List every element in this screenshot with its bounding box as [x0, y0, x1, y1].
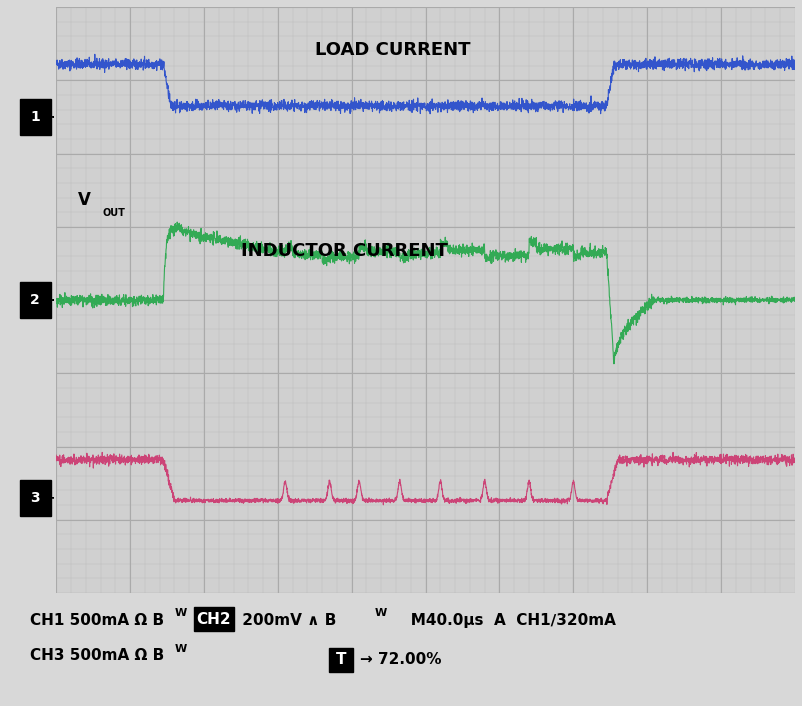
Text: CH2: CH2 [196, 612, 231, 627]
FancyBboxPatch shape [329, 647, 353, 671]
Text: T: T [335, 652, 346, 667]
Text: W: W [175, 608, 187, 618]
Text: M40.0μs  A  CH1∕320mA: M40.0μs A CH1∕320mA [395, 613, 615, 628]
Text: 1: 1 [30, 110, 39, 124]
Text: LOAD CURRENT: LOAD CURRENT [314, 41, 470, 59]
FancyBboxPatch shape [20, 99, 51, 136]
Text: → 72.00%: → 72.00% [359, 652, 441, 667]
Text: OUT: OUT [102, 208, 125, 218]
Text: INDUCTOR CURRENT: INDUCTOR CURRENT [241, 242, 448, 260]
Text: 2: 2 [30, 293, 39, 307]
Text: CH3 500mA Ω B: CH3 500mA Ω B [30, 648, 164, 663]
FancyBboxPatch shape [20, 282, 51, 318]
Text: W: W [175, 643, 187, 654]
FancyBboxPatch shape [20, 479, 51, 516]
Text: 200mV ∧ B: 200mV ∧ B [237, 613, 336, 628]
Text: V: V [79, 191, 91, 209]
FancyBboxPatch shape [194, 607, 233, 631]
Text: W: W [375, 608, 387, 618]
Text: CH1 500mA Ω B: CH1 500mA Ω B [30, 613, 164, 628]
Text: 3: 3 [30, 491, 39, 505]
